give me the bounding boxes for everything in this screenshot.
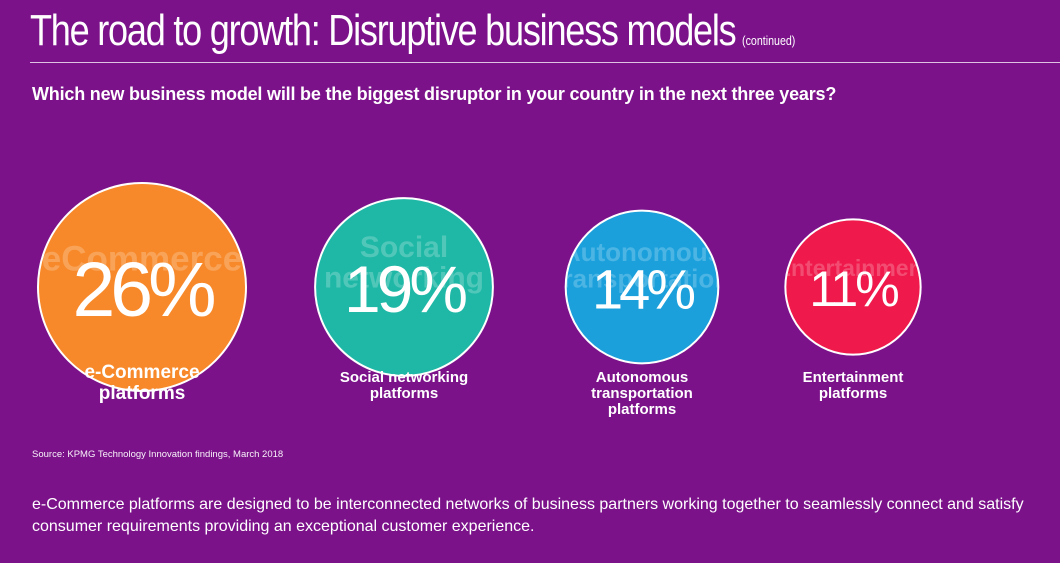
bubble-bg-text-social-networking-platforms: networking (324, 261, 484, 294)
bubble-value-autonomous-transportation-platforms: 14% (592, 257, 694, 320)
bubble-bg-text-entertainment-platforms: Entertainment (776, 255, 931, 281)
bubble-category-autonomous-transportation-platforms: Autonomous transportation platforms (591, 369, 693, 419)
chart-question: Which new business model will be the big… (32, 84, 837, 104)
bubble-bg-text-autonomous-transportation-platforms: transportation (554, 264, 730, 294)
source-note: Source: KPMG Technology Innovation findi… (32, 449, 284, 460)
bubble-value-entertainment-platforms: 11% (809, 261, 898, 317)
title-divider (30, 62, 1060, 63)
bubble-bg-text-e-commerce-platforms: eCommerce (42, 239, 242, 278)
bubble-circle-entertainment-platforms (784, 218, 922, 356)
title-suffix: (continued) (742, 33, 796, 48)
bubble-bg-text-autonomous-transportation-platforms: Autonomous (562, 237, 722, 267)
bubble-bg-text-social-networking-platforms: Social (360, 231, 448, 264)
page-title-text: The road to growth: Disruptive business … (30, 6, 737, 55)
bubble-value-e-commerce-platforms: 26% (72, 247, 214, 333)
page-title: The road to growth: Disruptive business … (30, 6, 795, 66)
bubble-value-social-networking-platforms: 19% (344, 252, 466, 326)
summary-text: e-Commerce platforms are designed to be … (32, 496, 1024, 535)
bubble-category-social-networking-platforms: Social networking platforms (339, 369, 469, 403)
bubble-circle-autonomous-transportation-platforms (564, 209, 720, 365)
bubble-circle-social-networking-platforms (314, 197, 494, 377)
bubble-category-entertainment-platforms: Entertainment platforms (802, 369, 904, 403)
bubble-circle-e-commerce-platforms (37, 182, 247, 392)
bubble-category-e-commerce-platforms: e-Commerce platforms (84, 362, 200, 404)
